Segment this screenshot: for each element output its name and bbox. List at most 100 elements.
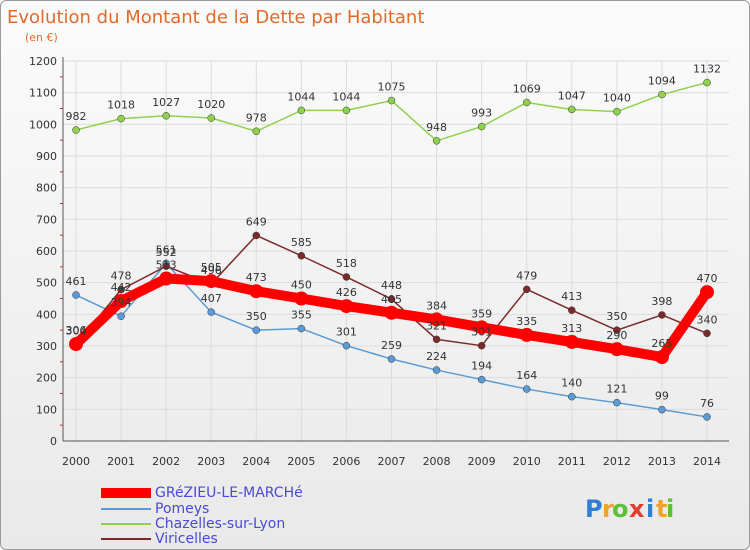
data-label: 350 xyxy=(246,310,267,323)
data-label: 194 xyxy=(471,360,492,373)
x-tick-label: 2003 xyxy=(197,455,225,468)
data-label: 407 xyxy=(201,292,222,305)
data-label: 1094 xyxy=(648,75,676,88)
data-label: 1069 xyxy=(513,82,541,95)
data-label: 561 xyxy=(156,243,177,256)
data-point xyxy=(117,114,125,123)
data-point xyxy=(432,335,441,344)
data-point xyxy=(252,127,261,136)
data-label: 121 xyxy=(606,383,627,396)
data-label: 496 xyxy=(201,264,222,277)
data-label: 306 xyxy=(66,324,87,337)
data-label: 473 xyxy=(246,271,267,284)
data-point xyxy=(204,274,219,289)
y-tick-label: 700 xyxy=(36,213,57,226)
data-label: 505 xyxy=(201,261,222,274)
legend-label: Chazelles-sur-Lyon xyxy=(155,516,285,532)
data-label: 265 xyxy=(651,337,672,350)
data-point xyxy=(207,308,215,316)
data-point xyxy=(477,122,486,131)
data-label: 948 xyxy=(426,121,447,134)
data-label: 1027 xyxy=(152,96,180,109)
logo-letter: i xyxy=(666,495,674,523)
data-label: 313 xyxy=(561,322,582,335)
data-point xyxy=(252,231,261,240)
data-label: 1020 xyxy=(197,98,225,111)
x-tick-label: 2000 xyxy=(62,455,90,468)
data-point xyxy=(658,90,666,99)
data-point xyxy=(703,329,711,338)
data-point xyxy=(294,291,309,306)
data-point xyxy=(297,106,306,115)
data-label: 1044 xyxy=(332,90,360,103)
data-point xyxy=(519,327,534,342)
data-point xyxy=(384,305,399,320)
legend-label: Pomeys xyxy=(155,501,209,517)
data-point xyxy=(613,398,621,407)
data-label: 394 xyxy=(111,296,132,309)
y-tick-label: 1100 xyxy=(29,87,57,100)
logo-letter: x xyxy=(629,495,645,523)
data-point xyxy=(474,320,489,335)
data-point xyxy=(568,392,576,401)
data-point xyxy=(654,350,669,365)
logo-letter: t xyxy=(656,495,667,523)
y-tick-label: 200 xyxy=(36,372,57,385)
chart-title: Evolution du Montant de la Dette par Hab… xyxy=(7,7,424,28)
legend: GRéZIEU-LE-MARCHéPomeysChazelles-sur-Lyo… xyxy=(101,485,303,547)
y-tick-label: 500 xyxy=(36,277,57,290)
data-point xyxy=(252,326,261,334)
data-label: 140 xyxy=(561,377,582,390)
data-point xyxy=(207,114,215,122)
data-label: 405 xyxy=(381,293,402,306)
logo-letter: o xyxy=(612,495,629,523)
data-point xyxy=(342,341,351,350)
data-label: 398 xyxy=(651,295,672,308)
data-label: 1040 xyxy=(603,92,631,105)
data-label: 224 xyxy=(426,350,447,363)
data-point xyxy=(477,375,486,384)
data-point xyxy=(69,337,83,352)
data-label: 518 xyxy=(336,257,357,270)
x-tick-label: 2014 xyxy=(693,455,721,468)
data-point xyxy=(432,366,441,374)
x-tick-label: 2006 xyxy=(332,455,360,468)
data-point xyxy=(297,252,306,260)
data-point xyxy=(297,324,306,333)
data-point xyxy=(477,341,486,350)
data-point xyxy=(387,96,396,105)
data-label: 335 xyxy=(516,315,537,328)
data-point xyxy=(114,294,129,309)
data-point xyxy=(249,284,264,299)
data-label: 1075 xyxy=(378,81,406,94)
data-label: 1047 xyxy=(558,89,586,102)
x-tick-label: 2004 xyxy=(242,455,270,468)
data-labels: 306 442 513 505 473 450 426 405 384 359 335 313 290 2… xyxy=(66,63,722,410)
data-label: 461 xyxy=(66,275,87,288)
logo-letter: r xyxy=(602,495,614,523)
data-point xyxy=(159,271,174,286)
data-point xyxy=(117,285,125,294)
data-label: 304 xyxy=(66,325,87,338)
x-tick-label: 2009 xyxy=(468,455,496,468)
x-tick-label: 2012 xyxy=(603,455,631,468)
data-label: 552 xyxy=(156,246,177,259)
data-label: 384 xyxy=(426,299,447,312)
y-tick-label: 1000 xyxy=(29,118,57,131)
y-tick-label: 800 xyxy=(36,182,57,195)
y-tick-label: 600 xyxy=(36,245,57,258)
data-label: 513 xyxy=(156,259,177,272)
data-point xyxy=(609,342,624,357)
data-label: 470 xyxy=(697,272,718,285)
data-label: 321 xyxy=(426,319,447,332)
y-tick-label: 1200 xyxy=(29,55,57,68)
axes: 0 100 200 300 400 500 600 700 800 900 1000 1100 1200… xyxy=(29,55,729,468)
logo-letter: P xyxy=(585,495,603,523)
x-tick-label: 2013 xyxy=(648,455,676,468)
chart-subtitle: (en €) xyxy=(25,31,58,44)
data-label: 442 xyxy=(111,281,132,294)
data-label: 355 xyxy=(291,309,312,322)
